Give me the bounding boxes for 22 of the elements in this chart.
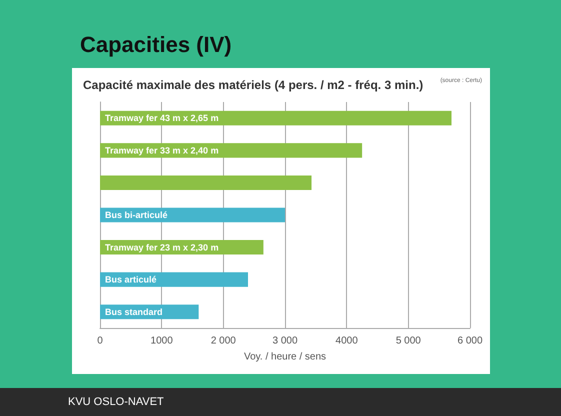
y-tick-label: Bus bi-articulé [105,210,168,220]
y-tick-label: Bus articulé [105,274,157,285]
text: KVU OSLO-NAVET [68,396,164,408]
y-tick-label: Tramway fer 43 m x 2,65 m [105,113,219,124]
x-tick-label: 4000 [336,336,358,346]
bar [100,110,452,126]
chart-subtitle: Capacité maximale des matériels (4 pers. / m2 - fréq. 3 min.) [83,78,424,92]
y-tick-label: Tramway fer 33 m x 2,40 m [105,145,219,156]
bar [100,175,312,190]
bar [100,208,285,222]
y-tick-label: Tramway fer 23 m x 2,30 m [105,242,219,252]
bar [100,143,362,158]
x-axis-title: Voy. / heure / sens [244,352,326,362]
x-tick-label: 6 000 [457,336,483,346]
bar [100,272,248,287]
x-tick-label: 2 000 [210,336,236,346]
x-tick-label: 5 000 [396,336,422,346]
x-tick-label: 3 000 [272,336,298,346]
y-tick-label: Bus standard [105,306,163,317]
chart-title: Capacities (IV) [80,32,232,58]
x-tick-label: 0 [97,336,104,346]
x-tick-label: 1000 [150,336,174,346]
